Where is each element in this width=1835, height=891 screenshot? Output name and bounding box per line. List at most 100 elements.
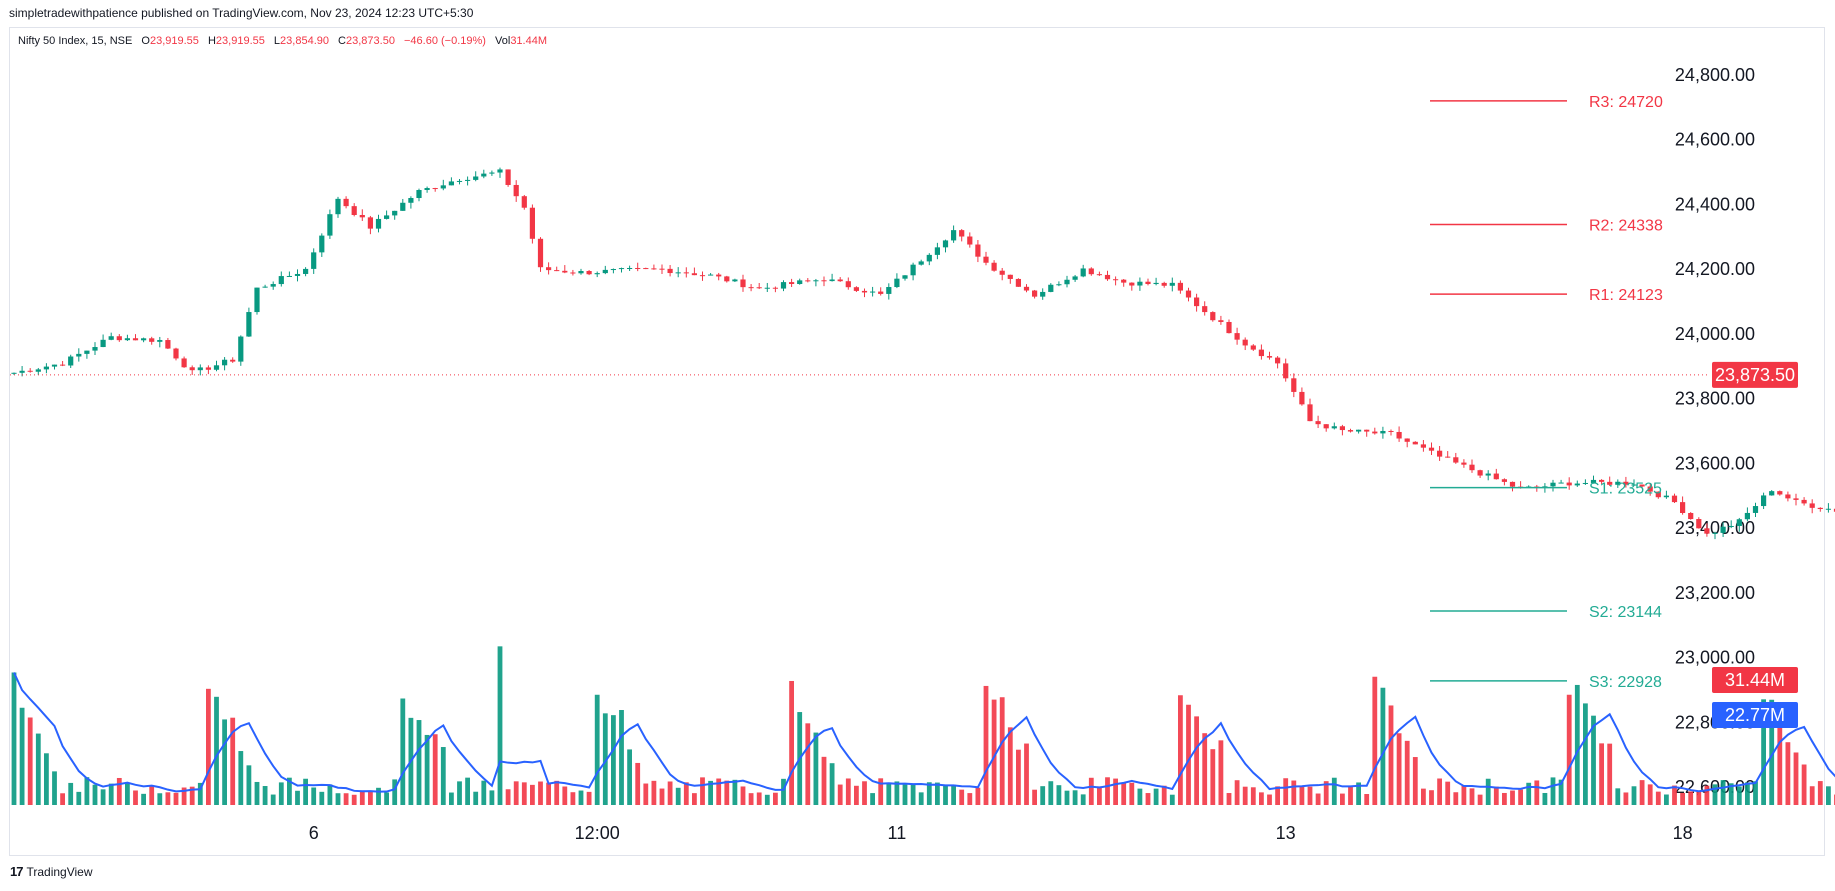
volume-bar xyxy=(1631,786,1637,805)
volume-bar xyxy=(1080,794,1086,805)
volume-bar xyxy=(983,685,989,805)
candle-body xyxy=(1631,484,1637,486)
volume-bar xyxy=(376,787,381,805)
candle-body xyxy=(918,261,924,265)
candle-body xyxy=(651,268,657,270)
volume-bar xyxy=(1121,782,1127,805)
candle-body xyxy=(1817,507,1823,510)
candle-body xyxy=(861,290,868,293)
candle-body xyxy=(246,312,252,337)
candle-body xyxy=(1129,282,1135,286)
volume-bar xyxy=(643,783,649,805)
candle-body xyxy=(975,244,981,257)
candle-body xyxy=(205,367,211,370)
candle-body xyxy=(1096,274,1102,276)
y-tick-label: 23,200.00 xyxy=(1675,583,1755,603)
candle-body xyxy=(1048,284,1054,292)
candle-body xyxy=(432,188,438,190)
candle-body xyxy=(1809,503,1815,508)
candle-body xyxy=(1785,494,1791,499)
candle-body xyxy=(165,340,171,349)
volume-bar xyxy=(319,791,325,805)
volume-bar xyxy=(1024,743,1029,805)
candle-body xyxy=(1493,473,1499,480)
volume-bar xyxy=(683,782,689,805)
y-tick-label: 23,000.00 xyxy=(1675,648,1755,668)
volume-bar xyxy=(1542,792,1548,805)
volume-bar xyxy=(854,785,859,805)
chart-frame xyxy=(9,27,1825,856)
candle-body xyxy=(35,369,41,372)
candle-body xyxy=(1420,444,1426,448)
volume-bar xyxy=(951,784,956,805)
candle-body xyxy=(1315,421,1321,425)
volume-bar xyxy=(489,790,495,805)
volume-bar xyxy=(44,753,49,805)
candle-body xyxy=(1250,345,1256,350)
candle-body xyxy=(675,272,681,274)
candle-body xyxy=(1485,473,1491,476)
candle-body xyxy=(878,291,884,294)
candle-body xyxy=(513,184,519,197)
volume-bar xyxy=(1267,794,1272,805)
volume-bar xyxy=(732,779,738,805)
volume-bar xyxy=(708,780,713,805)
volume-bar xyxy=(1129,782,1135,805)
candle-body xyxy=(157,340,163,342)
candle-body xyxy=(1218,320,1224,322)
x-tick-label: 13 xyxy=(1276,823,1296,843)
candle-body xyxy=(772,287,778,289)
candle-body xyxy=(303,268,309,274)
candle-body xyxy=(465,179,471,181)
volume-bar xyxy=(27,717,33,805)
high-label: H xyxy=(207,35,216,47)
candle-body xyxy=(1680,502,1686,513)
volume-bar xyxy=(619,710,624,805)
candle-body xyxy=(1258,349,1264,357)
candle-body xyxy=(1194,297,1200,307)
candle-body xyxy=(1566,482,1572,486)
candle-body xyxy=(1607,481,1613,485)
candle-body xyxy=(1712,532,1718,534)
volume-bar xyxy=(473,791,479,805)
footer-brand[interactable]: 17 TradingView xyxy=(10,864,93,879)
volume-bar xyxy=(1088,777,1094,805)
volume-bar xyxy=(611,715,616,805)
last-price-badge xyxy=(1712,361,1798,388)
candle-body xyxy=(1347,430,1354,432)
candle-body xyxy=(959,230,965,237)
candle-body xyxy=(902,275,908,279)
volume-bar xyxy=(1736,786,1742,805)
candle-body xyxy=(1388,430,1394,432)
volume-bar xyxy=(1550,777,1556,805)
volume-bar xyxy=(303,778,308,805)
volume-bar xyxy=(1388,705,1394,805)
x-tick-label: 6 xyxy=(309,823,319,843)
candle-body xyxy=(1364,429,1370,432)
candle-body xyxy=(384,215,390,219)
y-tick-label: 24,000.00 xyxy=(1675,324,1755,344)
candle-body xyxy=(1072,276,1078,280)
tradingview-logo-icon: 17 xyxy=(10,864,24,879)
candle-body xyxy=(1404,438,1410,442)
volume-bar xyxy=(1315,793,1321,805)
volume-bar xyxy=(1688,791,1694,805)
candle-body xyxy=(116,336,122,341)
volume-bar xyxy=(1364,794,1370,805)
volume-bar xyxy=(505,789,511,805)
volume-bar xyxy=(1615,788,1621,805)
candle-body xyxy=(529,207,535,239)
candle-body xyxy=(1056,284,1062,286)
volume-ma-label: 22.77M xyxy=(1725,705,1785,725)
candle-body xyxy=(1023,286,1030,291)
candle-body xyxy=(521,196,527,208)
volume-bar xyxy=(1372,676,1378,805)
candle-body xyxy=(375,218,382,229)
candle-body xyxy=(780,282,787,289)
symbol-title[interactable]: Nifty 50 Index, 15, NSE xyxy=(18,35,133,47)
candle-body xyxy=(456,180,463,182)
candle-body xyxy=(262,286,268,288)
candle-body xyxy=(359,214,365,218)
volume-ma-line xyxy=(13,672,1835,793)
